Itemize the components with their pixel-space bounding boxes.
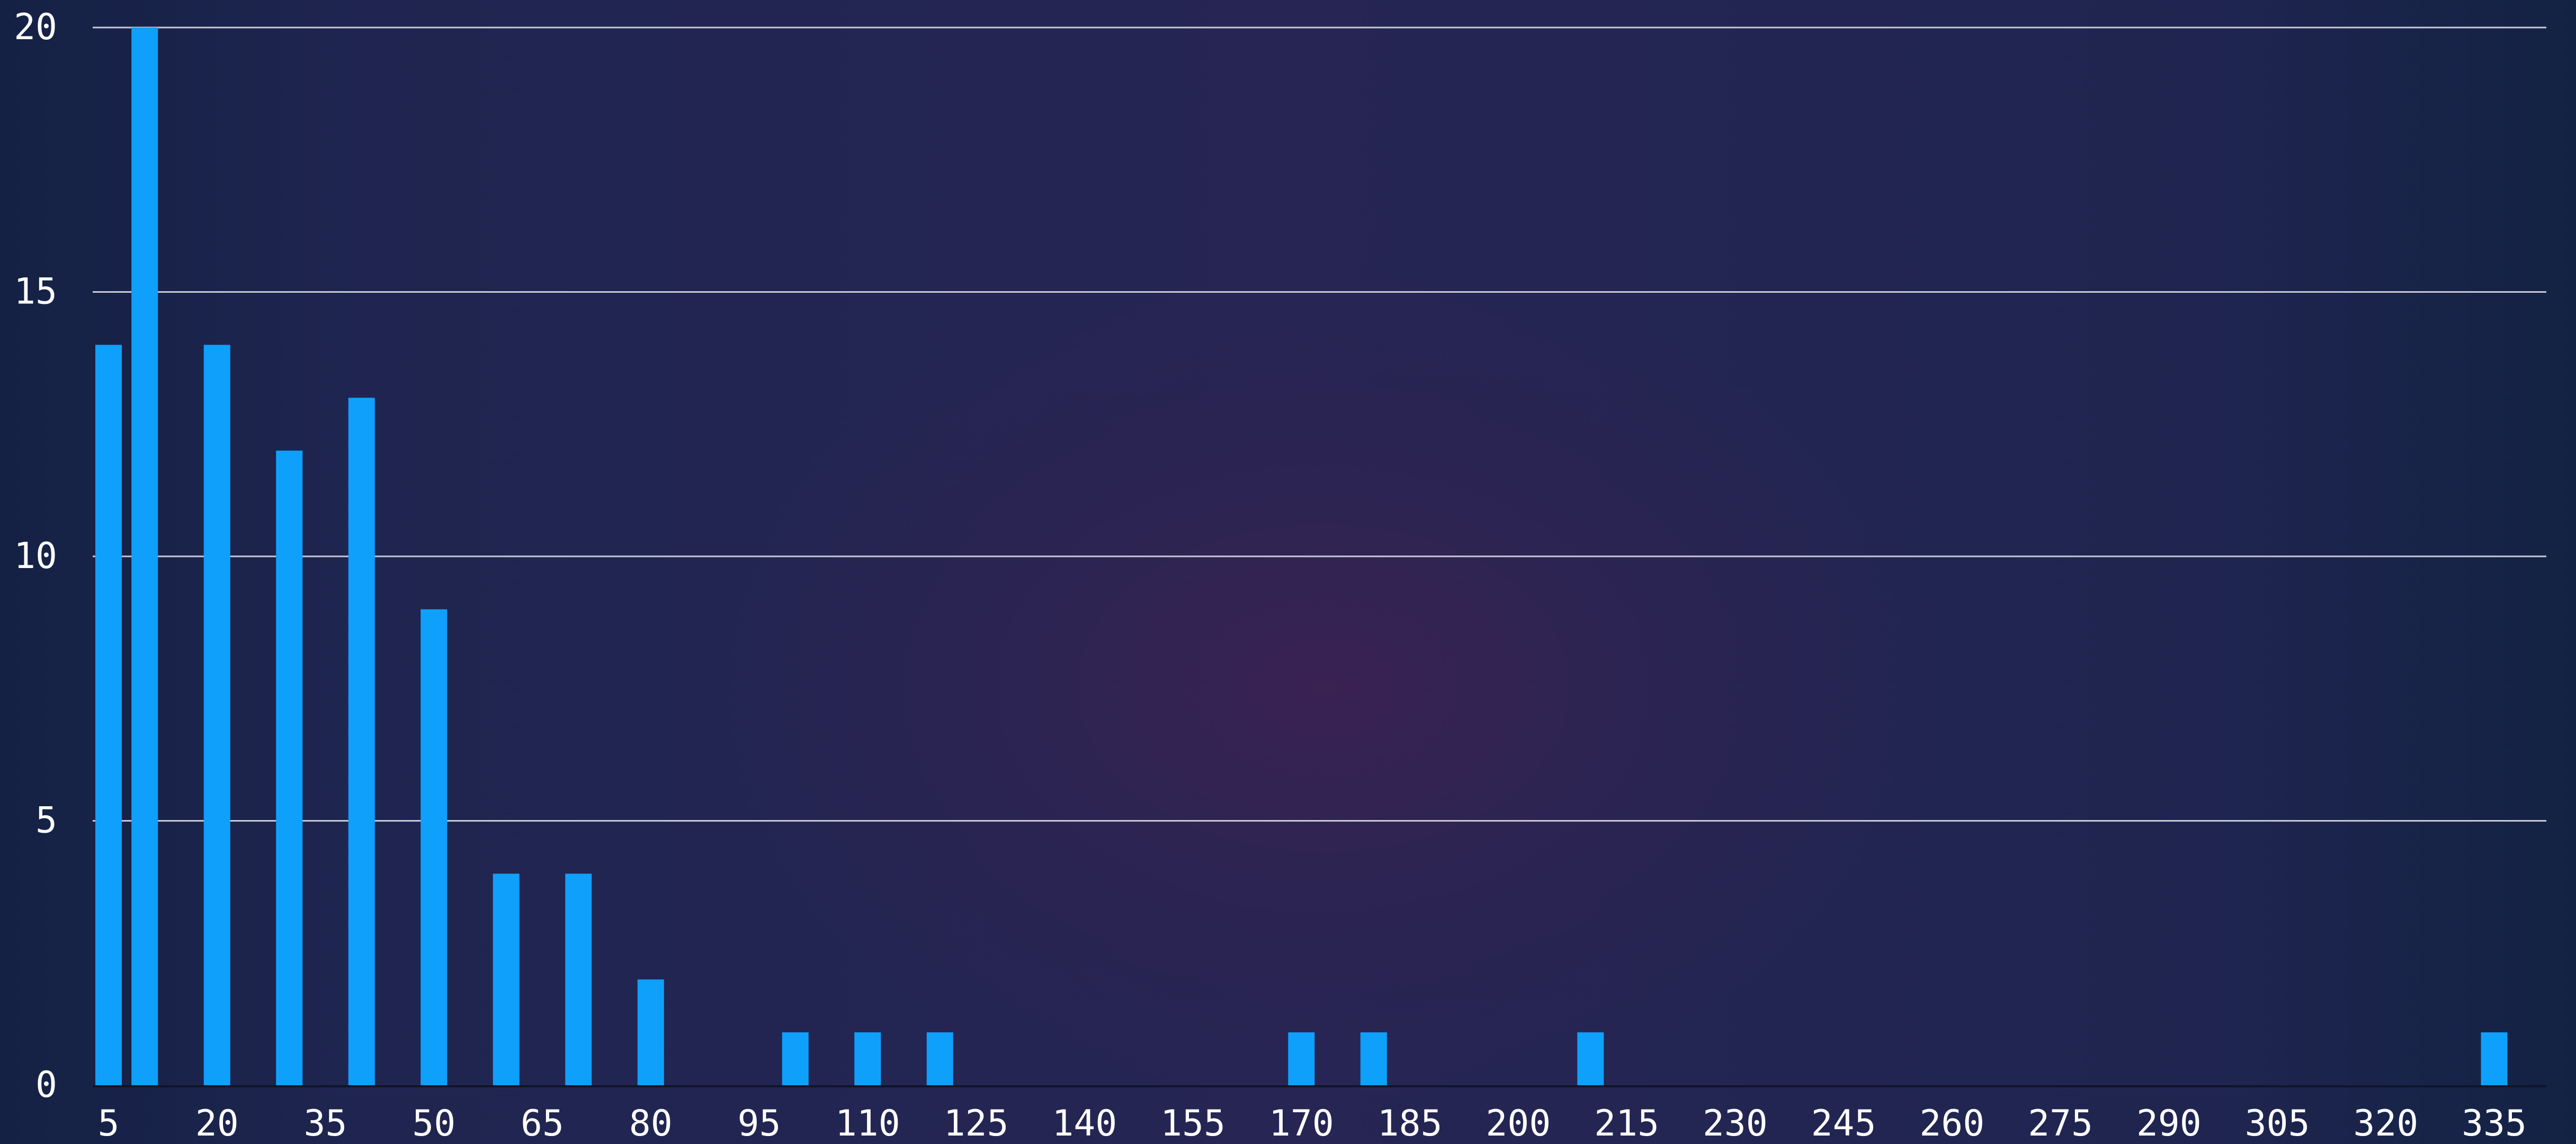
bar-x-170 [1288,1032,1315,1085]
x-tick-label: 305 [2245,1103,2310,1144]
x-tick-label: 335 [2462,1103,2527,1144]
x-tick-label: 5 [98,1103,120,1144]
bar-x-335 [2481,1032,2508,1085]
x-tick-label: 200 [1486,1103,1551,1144]
x-tick-label: 275 [2028,1103,2093,1144]
bar-x-210 [1577,1032,1604,1085]
bar-x-40 [348,398,375,1085]
x-tick-label: 110 [835,1103,900,1144]
x-tick-label: 245 [1811,1103,1876,1144]
x-tick-label: 155 [1160,1103,1226,1144]
x-tick-label: 260 [1919,1103,1984,1144]
y-axis-ticks: 0 5 10 15 20 [14,6,57,1106]
x-tick-label: 125 [944,1103,1009,1144]
gridlines [93,26,2546,1087]
x-tick-label: 230 [1703,1103,1768,1144]
x-tick-label: 95 [738,1103,781,1144]
y-tick-label: 10 [14,535,57,577]
x-tick-label: 290 [2136,1103,2202,1144]
bar-x-50 [421,609,448,1085]
y-tick-label: 0 [35,1064,57,1106]
x-tick-label: 20 [195,1103,239,1144]
x-tick-label: 65 [521,1103,564,1144]
bar-x-180 [1360,1032,1387,1085]
bar-x-80 [637,979,664,1085]
y-tick-label: 20 [14,6,57,48]
x-tick-label: 170 [1269,1103,1334,1144]
x-axis-ticks: 5 20 35 50 65 80 95 110 125 140 155 170 185 200 215 230… [98,1103,2527,1144]
x-tick-label: 320 [2353,1103,2418,1144]
bar-x-10 [131,28,158,1085]
bar-x-30 [276,451,303,1086]
x-tick-label: 35 [304,1103,347,1144]
x-tick-label: 140 [1052,1103,1117,1144]
x-tick-label: 215 [1594,1103,1659,1144]
bar-x-110 [854,1032,881,1085]
x-tick-label: 80 [629,1103,673,1144]
y-tick-label: 15 [14,271,57,313]
bar-x-100 [782,1032,809,1085]
x-tick-label: 185 [1378,1103,1443,1144]
bar-x-70 [565,873,592,1085]
bars [95,28,2508,1086]
bar-x-5 [95,345,122,1085]
bar-x-20 [203,345,230,1085]
bar-x-60 [493,873,520,1085]
y-tick-label: 5 [35,800,57,842]
x-tick-label: 50 [412,1103,455,1144]
bar-x-120 [926,1032,953,1085]
